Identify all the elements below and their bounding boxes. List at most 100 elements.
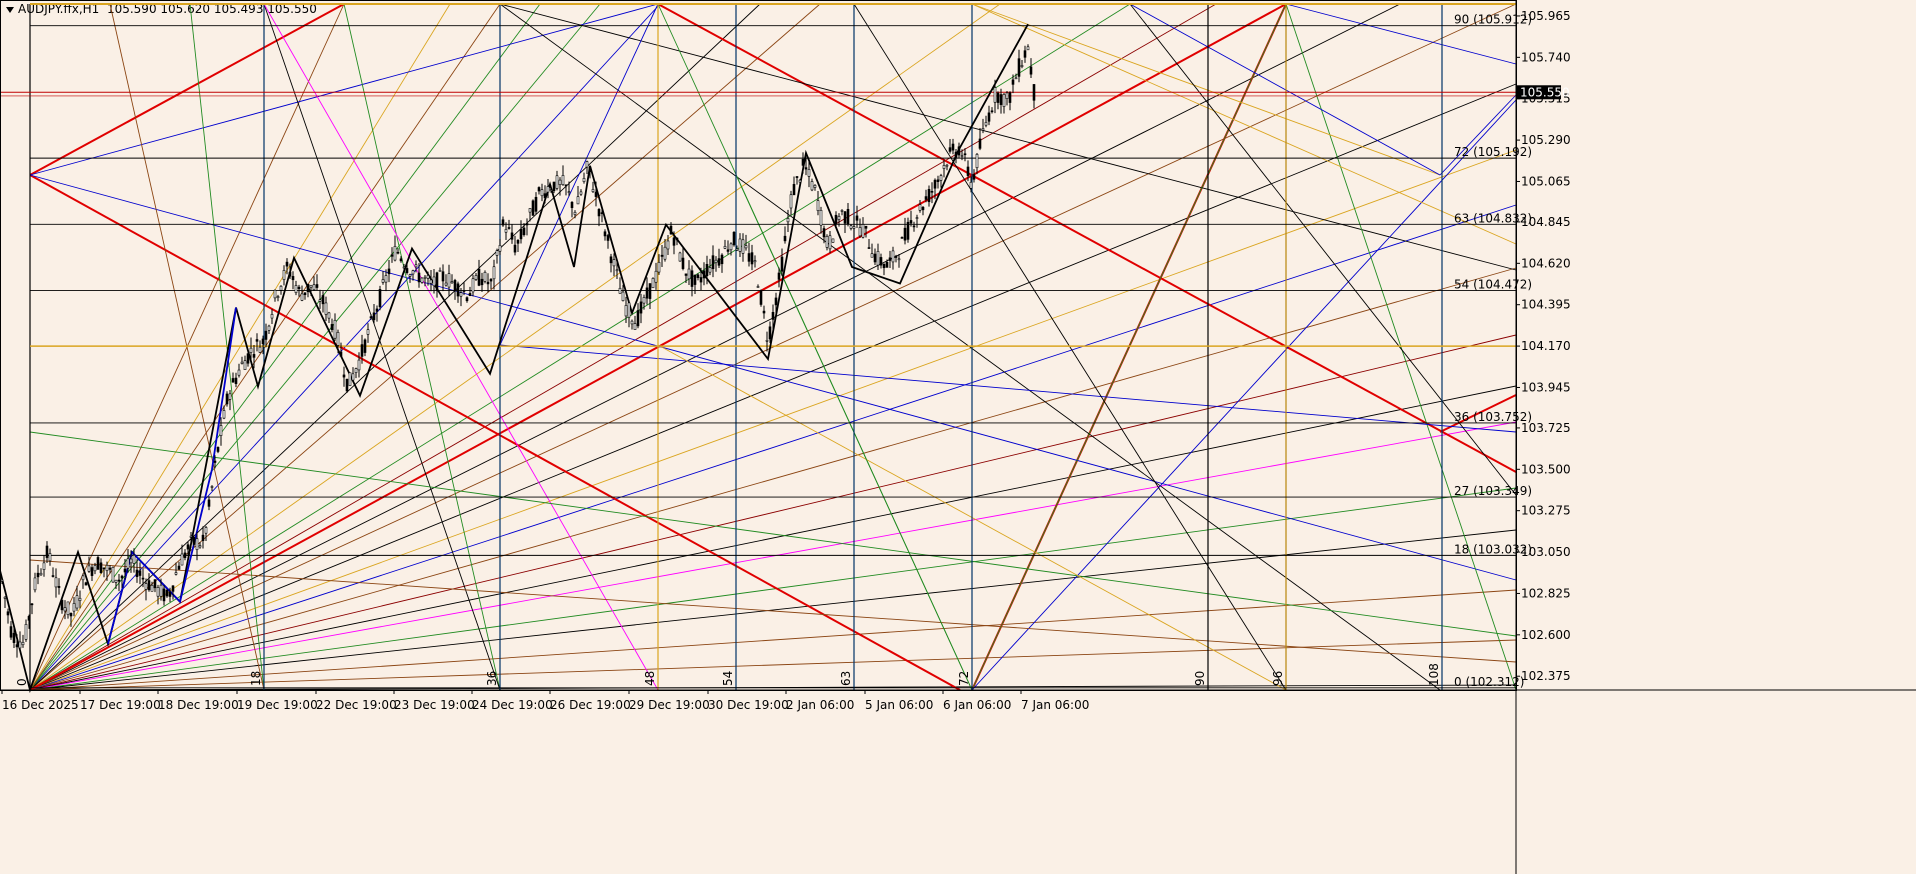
candle-body-90 — [270, 314, 274, 319]
candle-body-325 — [975, 153, 979, 169]
chevron-down-icon[interactable] — [6, 6, 14, 13]
candle-body-136 — [408, 274, 412, 277]
candle-body-44 — [132, 555, 136, 564]
candle-body-84 — [252, 354, 256, 358]
candle-body-146 — [438, 270, 442, 272]
candle-body-72 — [216, 447, 220, 452]
candle-body-284 — [852, 226, 856, 229]
candle-body-15 — [45, 545, 49, 558]
y-tick-label-4: 105.065 — [1521, 174, 1571, 188]
candle-body-142 — [426, 275, 430, 279]
candle-body-131 — [393, 246, 397, 261]
candle-body-153 — [459, 292, 463, 297]
candle-body-117 — [351, 373, 355, 381]
candle-body-212 — [636, 310, 640, 327]
candle-body-125 — [375, 308, 379, 312]
candle-body-23 — [69, 613, 73, 617]
x-tick-label-3: 19 Dec 19:00 — [237, 698, 318, 712]
candle-body-328 — [984, 122, 988, 126]
x-tick-label-12: 6 Jan 06:00 — [943, 698, 1011, 712]
candle-body-171 — [513, 244, 517, 253]
candle-body-233 — [699, 277, 703, 283]
candle-body-270 — [810, 181, 814, 191]
candle-body-198 — [594, 191, 598, 197]
candle-body-154 — [462, 290, 466, 292]
candle-body-217 — [651, 278, 655, 289]
x-tick-label-7: 26 Dec 19:00 — [550, 698, 631, 712]
candle-body-308 — [924, 196, 928, 200]
candle-body-194 — [582, 177, 586, 182]
candle-body-234 — [702, 270, 706, 279]
fan-line-22 — [29, 3, 821, 691]
candle-body-127 — [381, 279, 385, 283]
candle-body-307 — [921, 206, 925, 211]
candle-body-184 — [552, 181, 556, 192]
candle-body-262 — [786, 218, 790, 223]
candle-body-226 — [678, 252, 682, 262]
diagonal-line-24 — [971, 3, 1517, 245]
candle-body-19 — [57, 586, 61, 588]
candle-body-161 — [483, 271, 487, 282]
candle-body-86 — [258, 346, 262, 353]
candle-body-110 — [330, 324, 334, 331]
candle-body-174 — [522, 227, 526, 236]
level-label-5: 27 (103.349) — [1454, 484, 1532, 498]
candle-body-36 — [108, 567, 112, 570]
candle-body-266 — [798, 179, 802, 183]
candle-body-98 — [294, 285, 298, 293]
candle-body-263 — [789, 194, 793, 209]
candle-body-120 — [360, 344, 364, 357]
candle-body-251 — [753, 260, 757, 263]
diagonal-line-19 — [29, 559, 1517, 663]
zigzag-lines — [0, 23, 1029, 694]
candle-body-11 — [33, 577, 37, 591]
time-marker-label-1: 18 — [249, 671, 263, 686]
candle-body-321 — [963, 153, 967, 156]
candle-body-99 — [297, 286, 301, 290]
candle-body-172 — [516, 239, 520, 244]
candle-body-144 — [432, 276, 436, 287]
candle-body-279 — [837, 216, 841, 220]
candle-body-320 — [960, 155, 964, 157]
diagonal-line-9 — [189, 3, 265, 691]
candle-body-56 — [168, 591, 172, 597]
candle-body-137 — [411, 270, 415, 275]
diagonal-line-17 — [971, 99, 1517, 691]
candle-body-188 — [564, 184, 568, 187]
candle-body-246 — [738, 238, 742, 252]
y-tick-label-14: 102.825 — [1521, 586, 1571, 600]
x-tick-label-10: 2 Jan 06:00 — [786, 698, 854, 712]
candle-body-173 — [519, 228, 523, 240]
candle-body-186 — [558, 179, 562, 185]
candle-body-282 — [846, 209, 850, 225]
candle-body-108 — [324, 302, 328, 315]
candle-body-104 — [312, 284, 316, 291]
candle-body-204 — [612, 259, 616, 267]
candle-body-337 — [1011, 79, 1015, 85]
candle-body-92 — [276, 296, 280, 298]
candle-body-335 — [1005, 92, 1009, 99]
candle-body-306 — [918, 204, 922, 211]
candle-body-29 — [87, 565, 91, 572]
candle-body-176 — [528, 208, 532, 213]
y-tick-label-0: 105.965 — [1521, 9, 1571, 23]
candle-body-239 — [717, 258, 721, 266]
candle-body-216 — [648, 283, 652, 299]
zigzag-blue — [107, 307, 237, 645]
candle-body-22 — [66, 601, 70, 615]
candle-body-281 — [843, 211, 847, 224]
candle-body-252 — [756, 286, 760, 288]
candle-body-183 — [549, 189, 553, 191]
fan-line-1 — [29, 3, 451, 691]
candle-body-139 — [417, 272, 421, 283]
diagonal-line-8 — [263, 3, 659, 691]
candle-body-105 — [315, 284, 319, 288]
candle-body-52 — [156, 587, 160, 597]
candle-body-312 — [936, 179, 940, 182]
candle-body-164 — [492, 266, 496, 280]
x-tick-label-1: 17 Dec 19:00 — [80, 698, 161, 712]
x-tick-label-9: 30 Dec 19:00 — [708, 698, 789, 712]
candle-body-138 — [414, 264, 418, 268]
